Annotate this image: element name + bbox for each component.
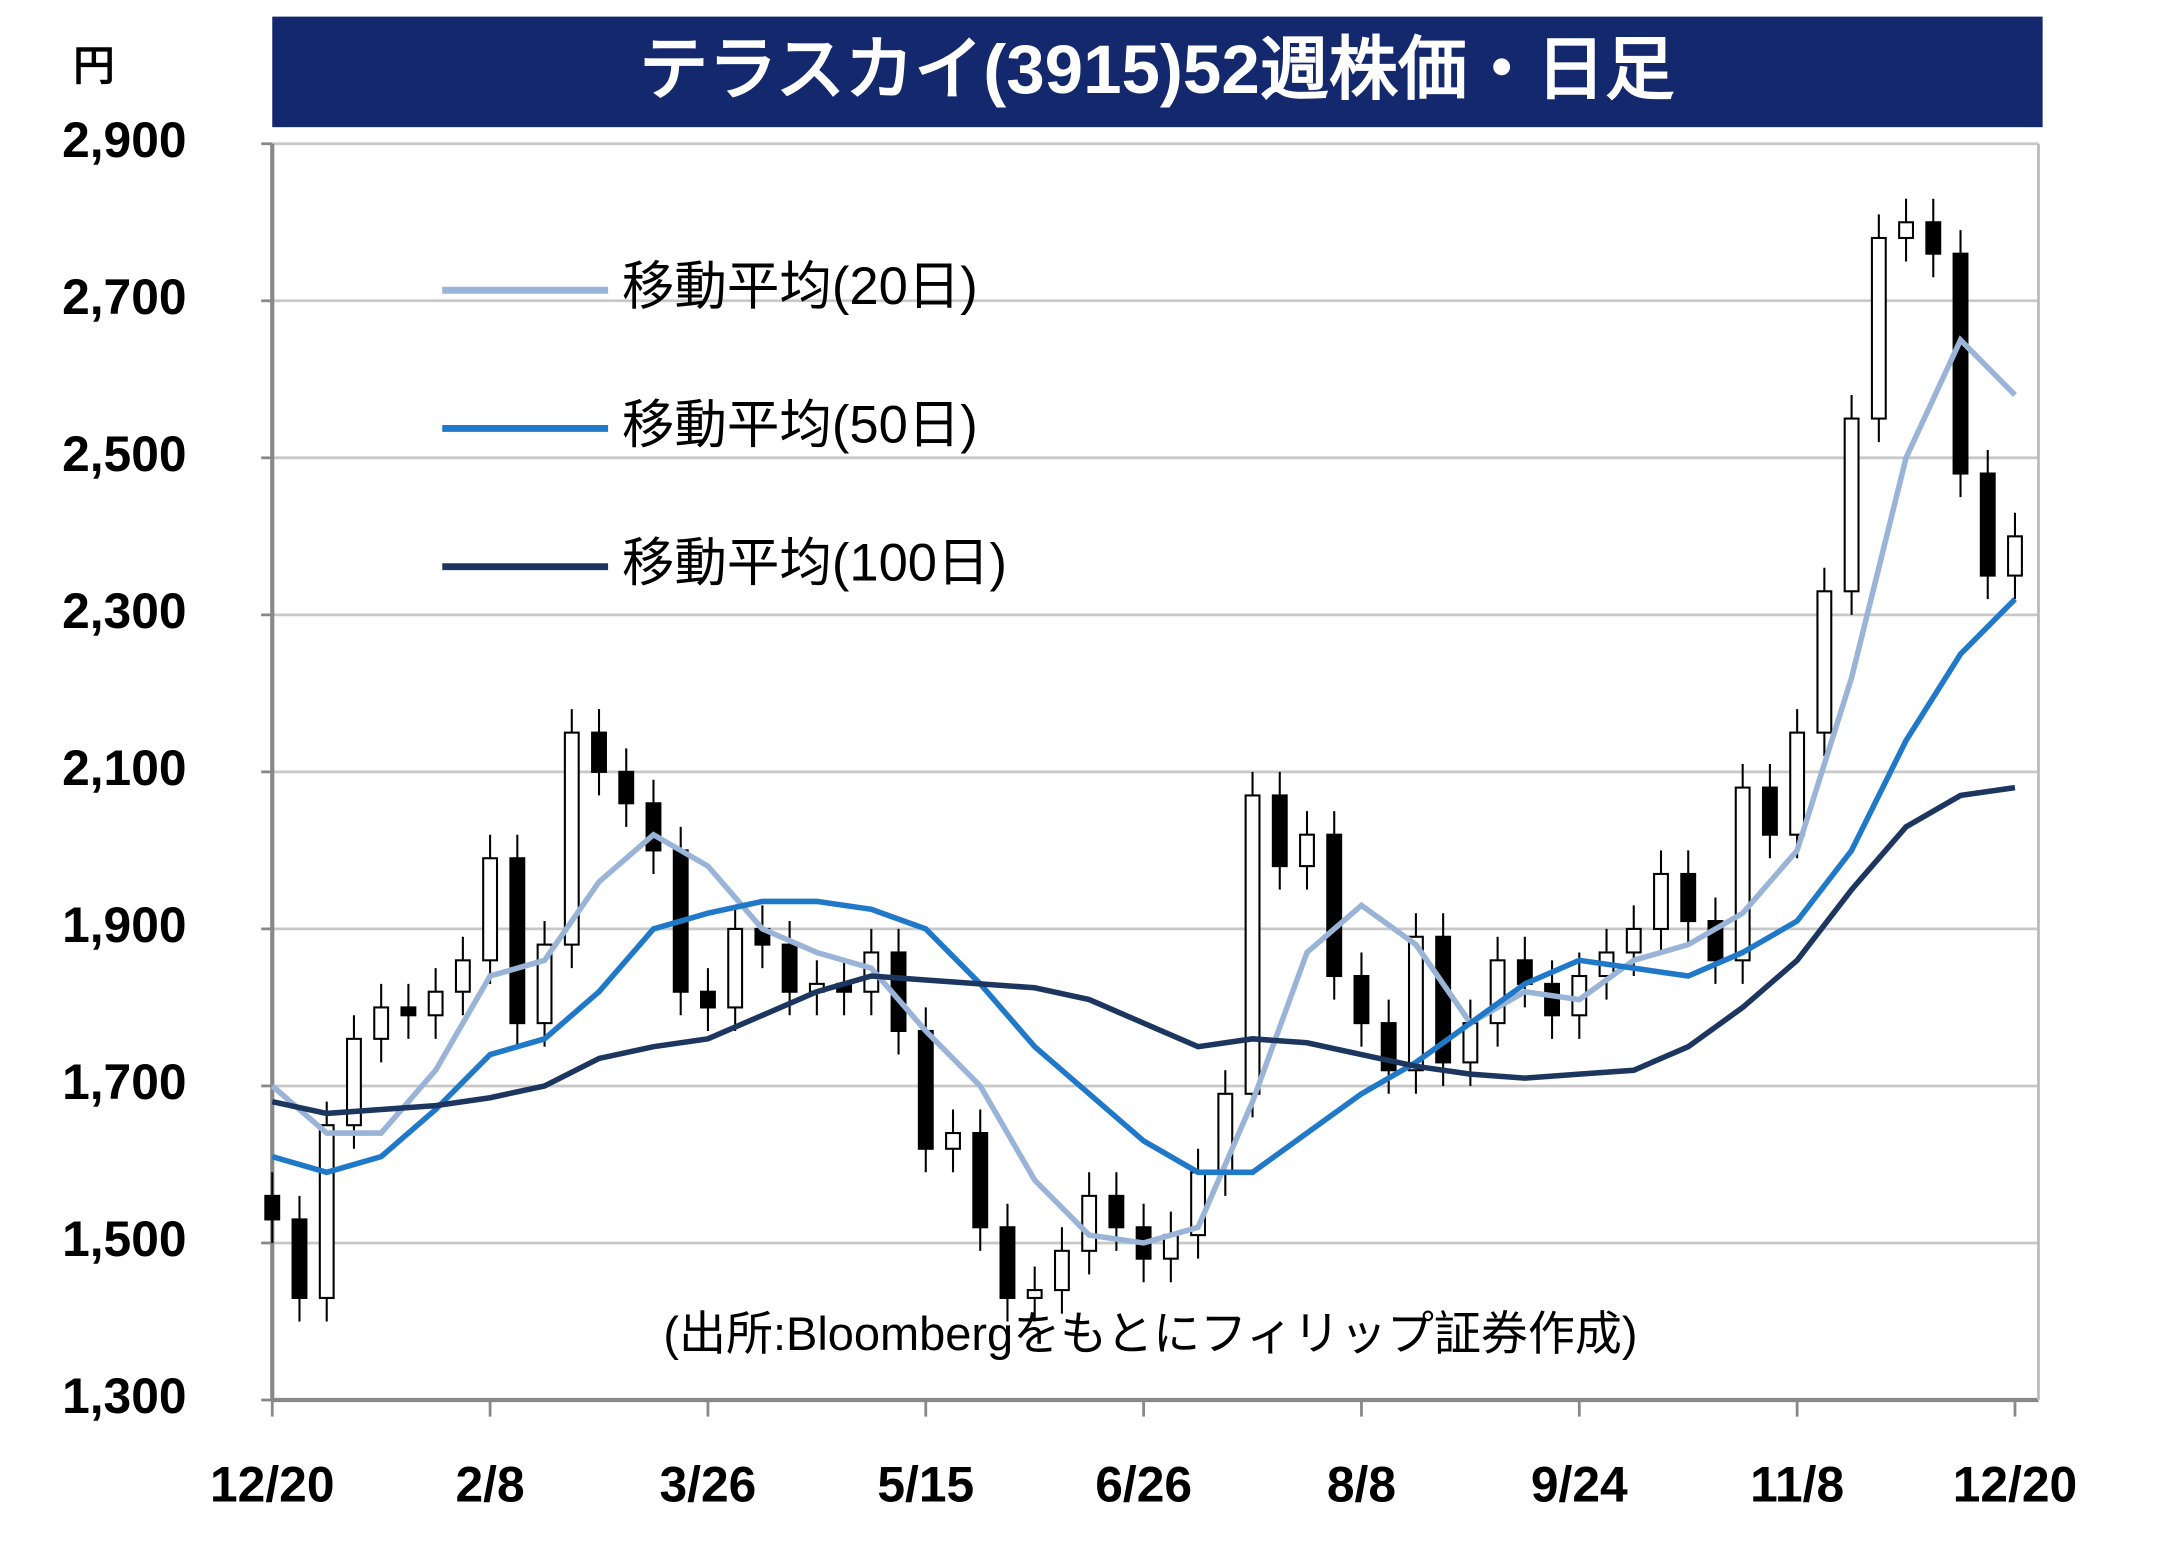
candle-body [1244, 794, 1261, 1095]
y-tick-label: 1,900 [62, 897, 187, 953]
candle-body [536, 943, 553, 1025]
candle-body [1843, 417, 1860, 593]
candle-body [1299, 833, 1315, 868]
candle-body [1053, 1249, 1070, 1292]
candle-body [1435, 935, 1452, 1064]
x-tick-label: 6/26 [1095, 1457, 1192, 1513]
x-tick-label: 8/8 [1327, 1457, 1396, 1513]
candle-body [1026, 1289, 1043, 1299]
candle-body [346, 1037, 362, 1127]
y-tick-label: 1,500 [62, 1211, 187, 1267]
y-tick-label: 1,300 [62, 1368, 187, 1424]
source-note: (出所:Bloombergをもとにフィリップ証券作成) [663, 1307, 1637, 1360]
candle-body [645, 802, 662, 852]
legend-label: 移動平均(50日) [622, 395, 978, 454]
candle-body [1816, 590, 1833, 734]
candle-body [400, 1006, 417, 1017]
candle-body [373, 1006, 390, 1040]
x-tick-label: 5/15 [877, 1457, 974, 1513]
candle-body [591, 731, 607, 773]
candle-body [699, 990, 716, 1009]
candle-body [1761, 786, 1778, 836]
candle-body [563, 731, 580, 946]
candle-body [1680, 872, 1697, 923]
moving-average-line [270, 335, 2017, 1246]
legend-label: 移動平均(100日) [622, 534, 1007, 593]
candle-body [1898, 221, 1915, 240]
x-tick-label: 12/20 [210, 1457, 334, 1513]
y-tick-label: 2,100 [62, 740, 187, 796]
candle-body [1326, 833, 1343, 978]
y-tick-label: 1,700 [62, 1054, 187, 1110]
moving-average-line [271, 784, 2016, 1117]
y-tick-label: 2,500 [62, 426, 187, 482]
candle-body [318, 1124, 335, 1299]
y-tick-label: 2,300 [62, 583, 187, 639]
candle-body [291, 1218, 308, 1299]
candle-body [1653, 872, 1669, 930]
candle-body [972, 1132, 989, 1229]
candle-body [264, 1194, 281, 1221]
candle-body [1925, 221, 1942, 255]
moving-average-line [271, 597, 2017, 1176]
x-tick-label: 9/24 [1531, 1457, 1628, 1513]
candle-body [917, 1029, 934, 1150]
candle-body [999, 1226, 1016, 1299]
y-tick-label: 2,700 [62, 269, 187, 325]
candle-body [1108, 1194, 1125, 1229]
candle-body [1271, 794, 1288, 868]
candle-body [945, 1132, 961, 1150]
candle-body [1353, 974, 1370, 1025]
x-tick-label: 3/26 [660, 1457, 757, 1513]
title-bar [272, 16, 2043, 128]
candle-body [482, 857, 499, 962]
candle-body [1489, 959, 1506, 1025]
candle-body [1407, 935, 1424, 1072]
chart-title: テラスカイ(3915)52週株価・日足 [639, 30, 1674, 108]
candle-body [1870, 236, 1887, 420]
y-tick-label: 2,900 [62, 112, 187, 168]
y-unit: 円 [73, 42, 114, 89]
candle-body [1952, 252, 1969, 475]
candle-body [781, 943, 798, 993]
candle-body [1625, 927, 1642, 954]
candle-body [1789, 731, 1806, 836]
candle-body [509, 857, 526, 1025]
candle-body [1544, 982, 1561, 1017]
candle-body [727, 927, 744, 1009]
candle-body [454, 959, 471, 993]
candle-body [427, 990, 444, 1017]
candle-body [618, 770, 635, 805]
candle-body [1734, 786, 1751, 962]
x-tick-label: 12/20 [1953, 1457, 2078, 1513]
candle-body [2007, 535, 2023, 577]
legend-label: 移動平均(20日) [622, 257, 978, 316]
x-tick-label: 11/8 [1750, 1457, 1844, 1513]
candle-body [1081, 1194, 1098, 1252]
candle-body [1979, 472, 1996, 577]
x-tick-label: 2/8 [456, 1457, 525, 1513]
